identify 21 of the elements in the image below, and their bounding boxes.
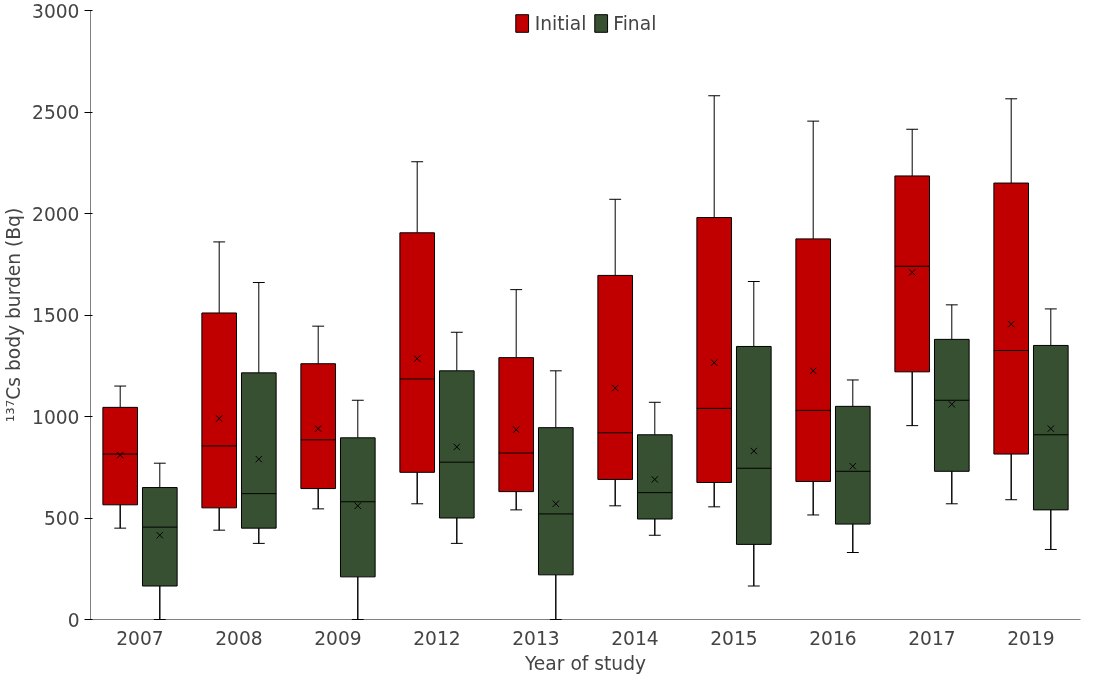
x-axis-title: Year of study: [523, 652, 647, 674]
x-tick-label: 2009: [314, 627, 362, 649]
x-tick-label: 2017: [908, 627, 956, 649]
legend-label: Initial: [534, 12, 587, 34]
x-tick-label: 2013: [512, 627, 560, 649]
y-tick-label: 500: [43, 508, 80, 529]
y-tick-label: 3000: [32, 0, 80, 22]
x-tick-label: 2008: [215, 627, 263, 649]
x-tick-label: 2019: [1007, 627, 1055, 649]
y-tick-label: 2500: [32, 102, 80, 123]
y-tick-label: 2000: [32, 203, 80, 225]
y-tick-label: 0: [67, 609, 80, 631]
x-tick-label: 2015: [710, 627, 758, 649]
x-tick-label: 2014: [611, 627, 659, 649]
x-tick-label: 2016: [809, 627, 857, 649]
x-tick-label: 2012: [413, 627, 461, 649]
y-axis-title: ¹³⁷Cs body burden (Bq): [3, 207, 25, 423]
x-tick-label: 2007: [116, 627, 164, 649]
y-tick-label: 1000: [32, 406, 80, 428]
legend-label: Final: [613, 12, 657, 34]
y-tick-label: 1500: [32, 305, 80, 326]
